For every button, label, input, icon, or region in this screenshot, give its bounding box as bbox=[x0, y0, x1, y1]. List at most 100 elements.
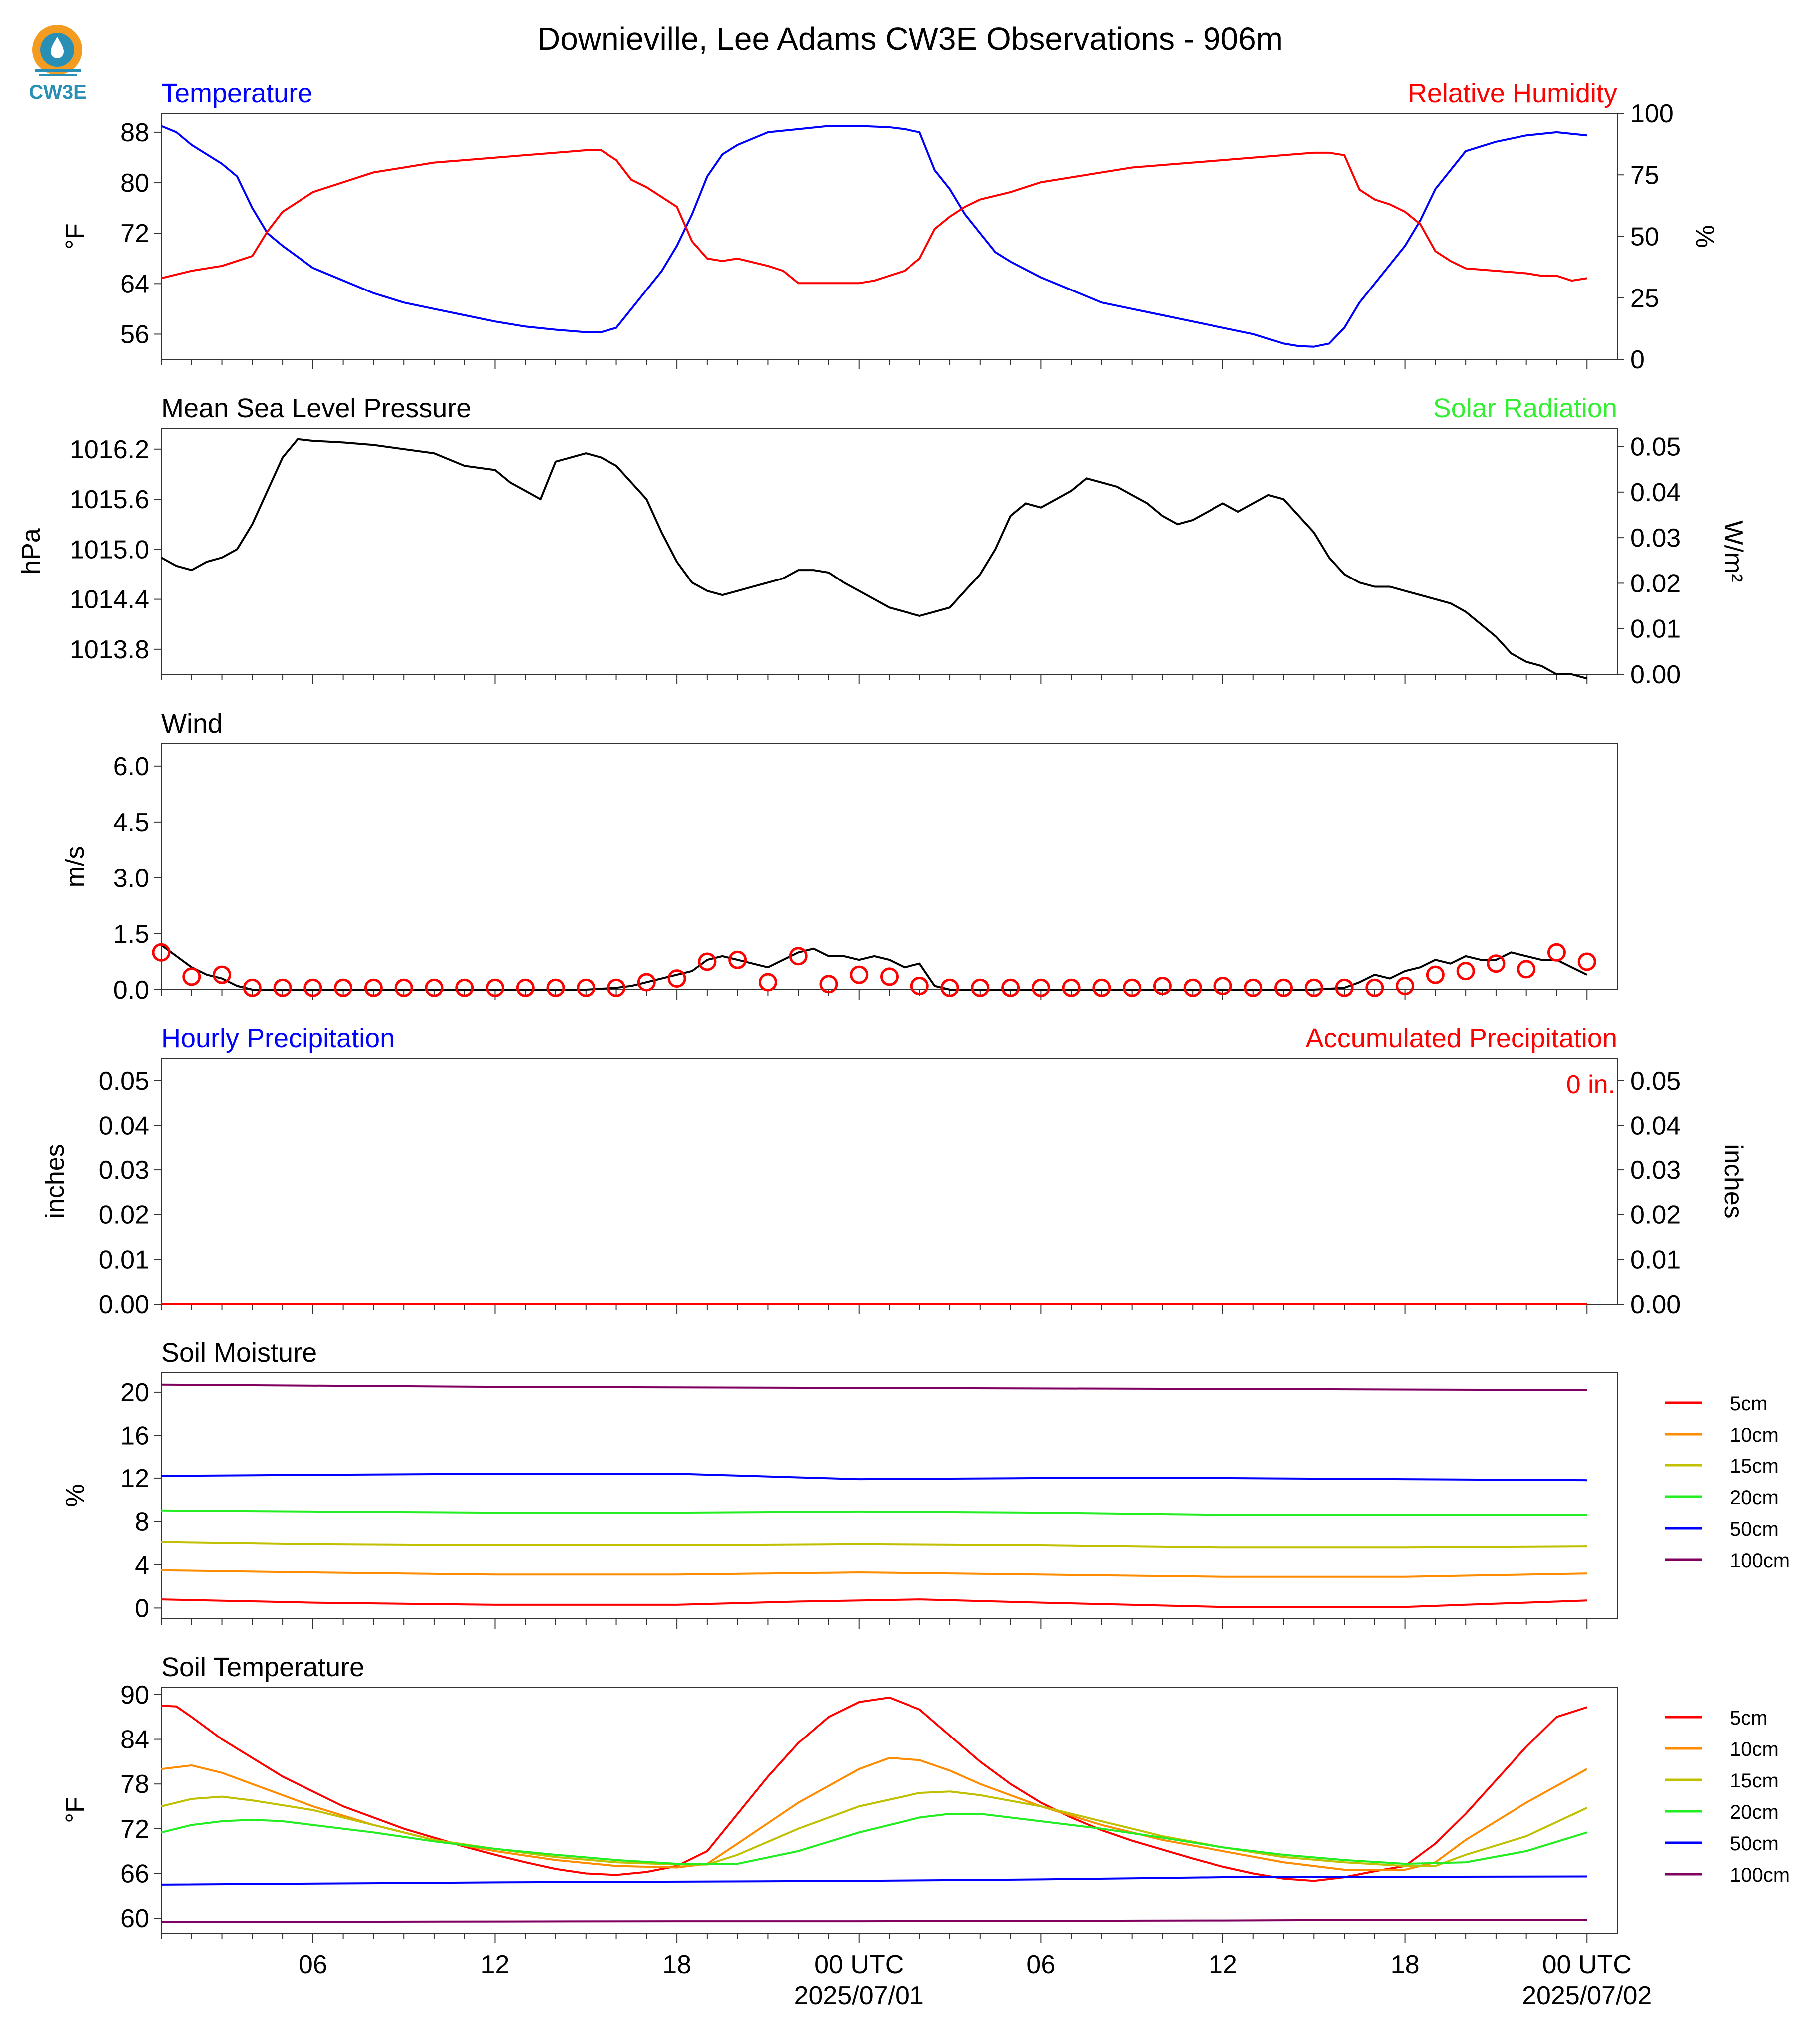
gust-marker bbox=[1335, 978, 1354, 997]
legend-label: 100cm bbox=[1730, 1864, 1790, 1886]
gust-marker bbox=[303, 978, 322, 997]
y-tick-label-right: 0.04 bbox=[1630, 478, 1681, 507]
gust-marker bbox=[1001, 978, 1020, 997]
gust-marker bbox=[1274, 978, 1293, 997]
axes-frame bbox=[161, 1372, 1618, 1619]
y-tick-label-right: 0.00 bbox=[1630, 1290, 1681, 1319]
series-line-20cm bbox=[161, 1813, 1587, 1865]
y-tick-label: 4.5 bbox=[113, 808, 149, 837]
y-tick-label: 0.04 bbox=[99, 1111, 149, 1140]
gust-marker bbox=[364, 978, 383, 997]
y-axis-label: hPa bbox=[17, 528, 46, 575]
panel-soil_temperature: Soil Temperature 60 66 72 78 84 90 °F 5cm 10cm 15c… bbox=[61, 1652, 1790, 2010]
y-tick-label: 1015.0 bbox=[70, 535, 149, 564]
y-tick-label: 0.01 bbox=[99, 1245, 149, 1274]
gust-marker bbox=[1365, 978, 1384, 997]
legend-label: 50cm bbox=[1730, 1518, 1779, 1540]
legend-label: 5cm bbox=[1730, 1393, 1768, 1415]
y-tick-label: 78 bbox=[120, 1770, 149, 1799]
gust-marker bbox=[394, 978, 413, 997]
y-tick-label-right: 0.04 bbox=[1630, 1111, 1681, 1140]
x-tick-label: 06 bbox=[299, 1950, 327, 1979]
panel-temperature_humidity: Temperature Relative Humidity 56 64 72 80 88 °F… bbox=[61, 78, 1719, 374]
gust-marker bbox=[577, 978, 596, 997]
accum-annotation: 0 in. bbox=[1566, 1070, 1615, 1099]
gust-marker bbox=[728, 950, 747, 969]
panel-soil_moisture: Soil Moisture 0 4 8 12 16 20% 5cm 10cm 15cm 20cm 50… bbox=[61, 1338, 1790, 1629]
series-line-100cm bbox=[161, 1383, 1587, 1391]
gust-marker bbox=[607, 978, 626, 997]
legend-label: 50cm bbox=[1730, 1833, 1779, 1855]
gust-marker bbox=[880, 967, 899, 986]
water-drop-icon bbox=[51, 37, 64, 58]
series-line-5cm bbox=[161, 1696, 1587, 1882]
y-tick-label: 72 bbox=[120, 219, 149, 248]
series-line-100cm bbox=[161, 1919, 1587, 1923]
gust-marker bbox=[1183, 978, 1202, 997]
x-tick-label: 12 bbox=[1209, 1950, 1237, 1979]
y-tick-label-right: 0.00 bbox=[1630, 660, 1681, 689]
y-tick-label: 0.05 bbox=[99, 1067, 149, 1096]
legend-label: 100cm bbox=[1730, 1550, 1790, 1572]
series-line-relative-humidity bbox=[161, 149, 1587, 285]
gust-marker bbox=[910, 977, 929, 996]
legend-label: 20cm bbox=[1730, 1801, 1779, 1823]
gust-marker bbox=[425, 978, 444, 997]
gust-marker bbox=[213, 965, 232, 984]
cw3e-logo: CW3E bbox=[30, 25, 87, 103]
y-axis-label: °F bbox=[61, 1797, 90, 1823]
y-tick-label: 84 bbox=[120, 1726, 149, 1754]
y-axis-label-right: inches bbox=[1719, 1144, 1748, 1218]
gust-marker bbox=[1213, 977, 1232, 996]
gust-marker bbox=[1092, 978, 1111, 997]
panel-title-left: Mean Sea Level Pressure bbox=[161, 393, 471, 423]
y-tick-label: 1016.2 bbox=[70, 435, 149, 464]
y-tick-label: 1014.4 bbox=[70, 585, 149, 614]
y-tick-label: 72 bbox=[120, 1815, 149, 1844]
y-axis-label-right: W/m² bbox=[1719, 520, 1748, 582]
y-tick-label-right: 0.05 bbox=[1630, 1067, 1681, 1096]
x-tick-label: 00 UTC bbox=[814, 1950, 904, 1979]
x-date-label: 2025/07/01 bbox=[794, 1981, 924, 2010]
panel-title-right: Relative Humidity bbox=[1408, 78, 1617, 108]
y-tick-label: 56 bbox=[120, 320, 149, 349]
gust-marker bbox=[667, 969, 686, 988]
gust-marker bbox=[1577, 952, 1596, 971]
gust-marker bbox=[182, 967, 201, 986]
panel-title-right: Accumulated Precipitation bbox=[1306, 1023, 1617, 1053]
y-tick-label-right: 0.03 bbox=[1630, 1156, 1681, 1185]
y-tick-label: 1015.6 bbox=[70, 485, 149, 514]
series-line-10cm bbox=[161, 1756, 1588, 1871]
y-tick-label: 8 bbox=[135, 1507, 149, 1536]
x-tick-label: 18 bbox=[662, 1950, 691, 1979]
panel-title-left: Soil Moisture bbox=[161, 1338, 317, 1368]
gust-marker bbox=[516, 978, 535, 997]
legend-label: 10cm bbox=[1730, 1738, 1779, 1760]
panel-title-left: Hourly Precipitation bbox=[161, 1023, 395, 1053]
panel-title-right: Solar Radiation bbox=[1433, 393, 1617, 423]
panel-pressure_solar: Mean Sea Level Pressure Solar Radiation 10… bbox=[17, 393, 1748, 689]
y-tick-label-right: 0.01 bbox=[1630, 615, 1681, 644]
logo-text: CW3E bbox=[30, 81, 87, 103]
y-tick-label: 0.00 bbox=[99, 1290, 149, 1319]
series-line-15cm bbox=[161, 1541, 1587, 1549]
y-tick-label-right: 0.02 bbox=[1630, 569, 1681, 598]
y-tick-label-right: 75 bbox=[1630, 161, 1659, 190]
y-tick-label: 90 bbox=[120, 1681, 149, 1710]
y-tick-label: 1.5 bbox=[113, 920, 149, 949]
gust-marker bbox=[1547, 943, 1566, 962]
gust-marker bbox=[971, 978, 990, 997]
axes-frame bbox=[161, 743, 1618, 990]
gust-marker bbox=[1244, 978, 1263, 997]
gust-marker bbox=[273, 978, 292, 997]
gust-marker bbox=[455, 978, 474, 997]
gust-marker bbox=[758, 973, 777, 992]
y-axis-label: m/s bbox=[61, 846, 90, 888]
y-tick-label: 66 bbox=[120, 1859, 149, 1888]
y-tick-label: 16 bbox=[120, 1421, 149, 1450]
y-tick-label: 12 bbox=[120, 1464, 149, 1493]
x-date-label: 2025/07/02 bbox=[1522, 1981, 1652, 2010]
y-tick-label-right: 100 bbox=[1630, 99, 1674, 128]
y-tick-label-right: 50 bbox=[1630, 223, 1659, 252]
